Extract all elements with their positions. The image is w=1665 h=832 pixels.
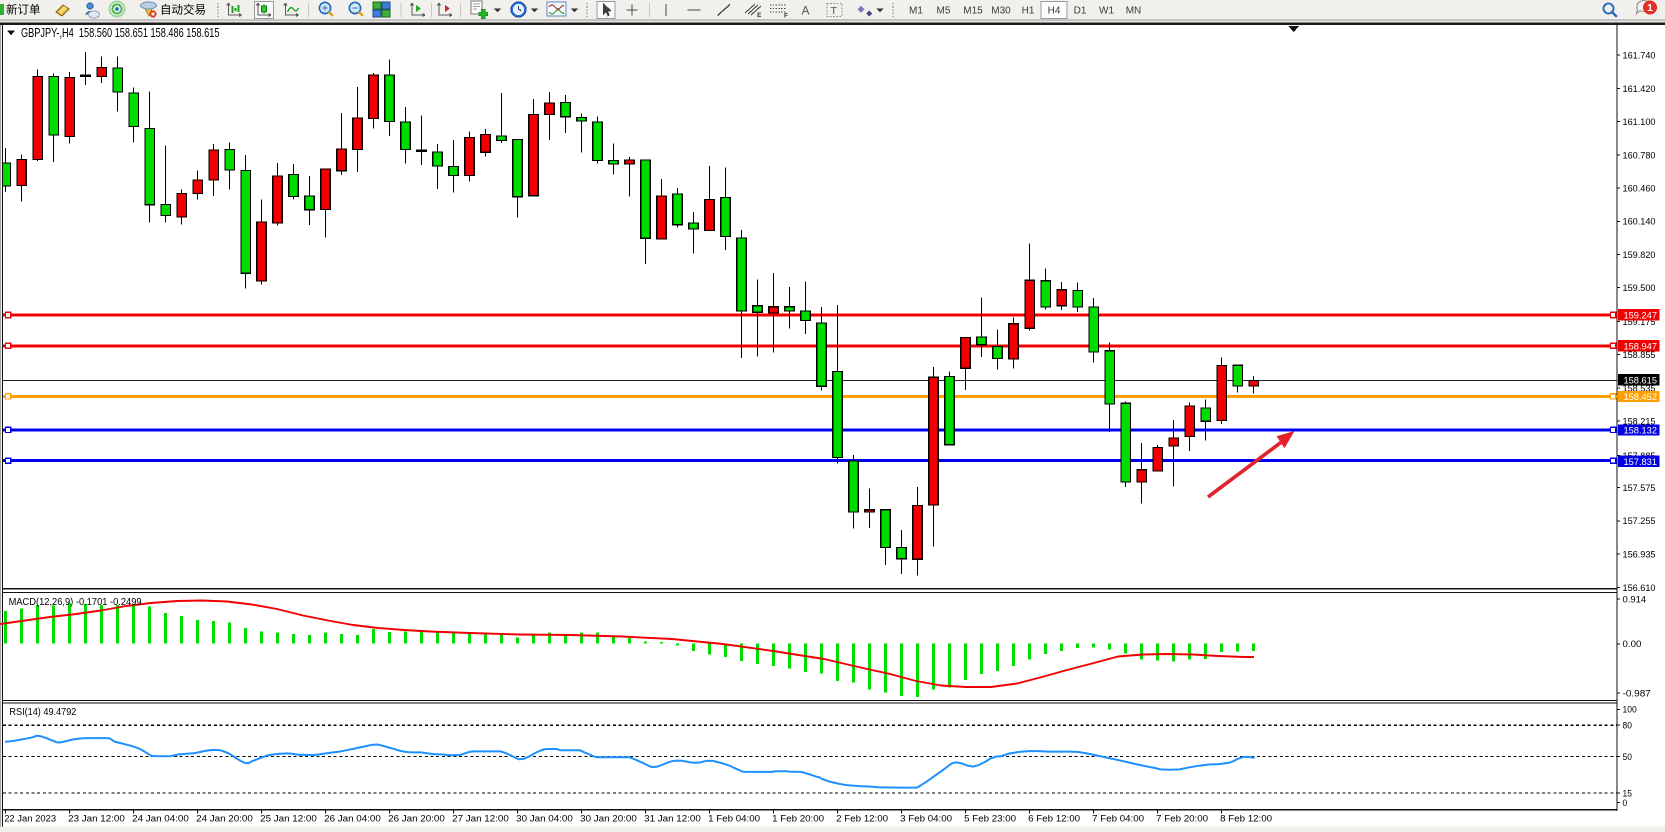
svg-text:159.247: 159.247 bbox=[1624, 310, 1658, 321]
svg-text:0: 0 bbox=[1623, 798, 1628, 809]
svg-text:T: T bbox=[831, 5, 838, 17]
svg-text:158.947: 158.947 bbox=[1624, 341, 1658, 352]
svg-text:31 Jan 12:00: 31 Jan 12:00 bbox=[644, 814, 701, 825]
svg-text:159.500: 159.500 bbox=[1623, 283, 1656, 294]
svg-text:M30: M30 bbox=[991, 6, 1011, 17]
svg-text:6 Feb 12:00: 6 Feb 12:00 bbox=[1028, 814, 1080, 825]
svg-text:3 Feb 04:00: 3 Feb 04:00 bbox=[900, 814, 952, 825]
svg-text:1: 1 bbox=[1647, 2, 1653, 14]
svg-text:W1: W1 bbox=[1099, 6, 1114, 17]
svg-text:23 Jan 12:00: 23 Jan 12:00 bbox=[68, 814, 125, 825]
svg-text:M1: M1 bbox=[909, 6, 923, 17]
svg-text:2 Feb 12:00: 2 Feb 12:00 bbox=[836, 814, 888, 825]
svg-text:159.175: 159.175 bbox=[1623, 317, 1656, 328]
svg-text:160.140: 160.140 bbox=[1623, 217, 1656, 228]
svg-text:158.452: 158.452 bbox=[1624, 392, 1658, 403]
svg-text:新订单: 新订单 bbox=[6, 3, 41, 17]
svg-text:26 Jan 04:00: 26 Jan 04:00 bbox=[324, 814, 381, 825]
svg-text:100: 100 bbox=[1623, 705, 1637, 716]
svg-text:1 Feb 20:00: 1 Feb 20:00 bbox=[772, 814, 824, 825]
svg-text:0.00: 0.00 bbox=[1623, 639, 1642, 650]
svg-text:161.420: 161.420 bbox=[1623, 84, 1656, 95]
svg-text:H4: H4 bbox=[1048, 6, 1061, 17]
svg-text:158.215: 158.215 bbox=[1623, 417, 1656, 428]
svg-text:1 Feb 04:00: 1 Feb 04:00 bbox=[708, 814, 760, 825]
svg-text:M15: M15 bbox=[963, 6, 983, 17]
svg-text:158.615: 158.615 bbox=[1624, 375, 1658, 386]
svg-text:-0.987: -0.987 bbox=[1623, 688, 1651, 699]
svg-text:MN: MN bbox=[1126, 6, 1142, 17]
svg-text:50: 50 bbox=[1623, 752, 1632, 763]
svg-text:D1: D1 bbox=[1074, 6, 1087, 17]
svg-text:157.831: 157.831 bbox=[1624, 457, 1658, 468]
svg-text:15: 15 bbox=[1623, 788, 1632, 799]
svg-text:H1: H1 bbox=[1022, 6, 1035, 17]
svg-text:7 Feb 20:00: 7 Feb 20:00 bbox=[1156, 814, 1208, 825]
svg-text:156.935: 156.935 bbox=[1623, 549, 1656, 560]
svg-text:159.820: 159.820 bbox=[1623, 250, 1656, 261]
svg-text:自动交易: 自动交易 bbox=[160, 3, 206, 17]
svg-text:160.460: 160.460 bbox=[1623, 184, 1656, 195]
svg-text:0.914: 0.914 bbox=[1623, 594, 1647, 605]
svg-text:24 Jan 20:00: 24 Jan 20:00 bbox=[196, 814, 253, 825]
svg-text:161.740: 161.740 bbox=[1623, 51, 1656, 62]
svg-text:157.575: 157.575 bbox=[1623, 483, 1656, 494]
svg-text:5 Feb 23:00: 5 Feb 23:00 bbox=[964, 814, 1016, 825]
svg-text:158.855: 158.855 bbox=[1623, 350, 1656, 361]
svg-text:22 Jan 2023: 22 Jan 2023 bbox=[4, 814, 56, 825]
svg-text:F: F bbox=[784, 13, 788, 20]
svg-text:161.100: 161.100 bbox=[1623, 117, 1656, 128]
svg-text:24 Jan 04:00: 24 Jan 04:00 bbox=[132, 814, 189, 825]
svg-text:158.132: 158.132 bbox=[1624, 426, 1658, 437]
svg-text:80: 80 bbox=[1623, 721, 1632, 732]
svg-text:7 Feb 04:00: 7 Feb 04:00 bbox=[1092, 814, 1144, 825]
svg-text:8 Feb 12:00: 8 Feb 12:00 bbox=[1220, 814, 1272, 825]
svg-text:RSI(14) 49.4792: RSI(14) 49.4792 bbox=[9, 707, 76, 718]
svg-text:158.535: 158.535 bbox=[1623, 383, 1656, 394]
svg-text:156.610: 156.610 bbox=[1623, 583, 1656, 594]
svg-text:25 Jan 12:00: 25 Jan 12:00 bbox=[260, 814, 317, 825]
svg-text:M5: M5 bbox=[937, 6, 951, 17]
svg-text:30 Jan 04:00: 30 Jan 04:00 bbox=[516, 814, 573, 825]
svg-text:E: E bbox=[757, 12, 762, 19]
svg-text:30 Jan 20:00: 30 Jan 20:00 bbox=[580, 814, 637, 825]
svg-text:26 Jan 20:00: 26 Jan 20:00 bbox=[388, 814, 445, 825]
svg-text:A: A bbox=[802, 4, 810, 18]
svg-text:MACD(12,26,9) -0.1701 -0.2499: MACD(12,26,9) -0.1701 -0.2499 bbox=[9, 597, 142, 608]
svg-text:27 Jan 12:00: 27 Jan 12:00 bbox=[452, 814, 509, 825]
svg-text:157.255: 157.255 bbox=[1623, 516, 1656, 527]
svg-text:160.780: 160.780 bbox=[1623, 150, 1656, 161]
svg-text:GBPJPY-,H4 158.560 158.651 15: GBPJPY-,H4 158.560 158.651 158.486 158.6… bbox=[21, 25, 220, 40]
